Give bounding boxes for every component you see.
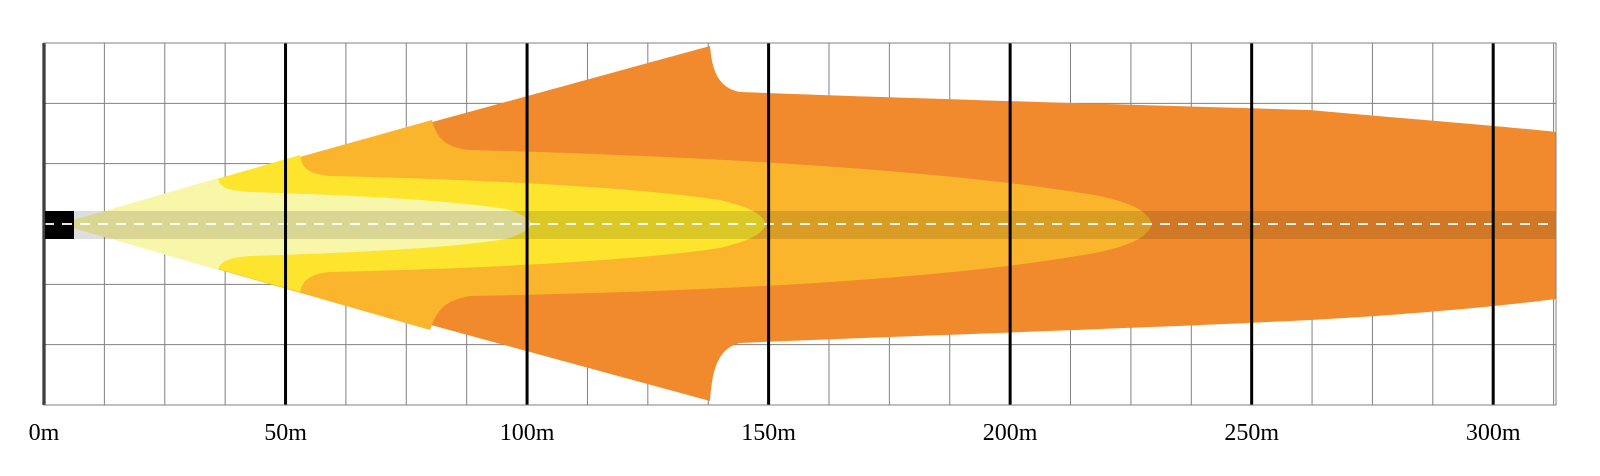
- tick-label-150: 150m: [741, 420, 796, 446]
- grid-border: [43, 42, 1557, 406]
- tick-label-50: 50m: [264, 420, 307, 446]
- tick-label-250: 250m: [1224, 420, 1279, 446]
- tick-label-0: 0m: [29, 420, 60, 446]
- center-axis: [44, 211, 1556, 239]
- tick-label-200: 200m: [983, 420, 1038, 446]
- tick-label-100: 100m: [500, 420, 555, 446]
- tick-label-300: 300m: [1466, 420, 1521, 446]
- x-axis-tick-labels: 0m 50m 100m 150m 200m 250m 300m: [29, 420, 1521, 446]
